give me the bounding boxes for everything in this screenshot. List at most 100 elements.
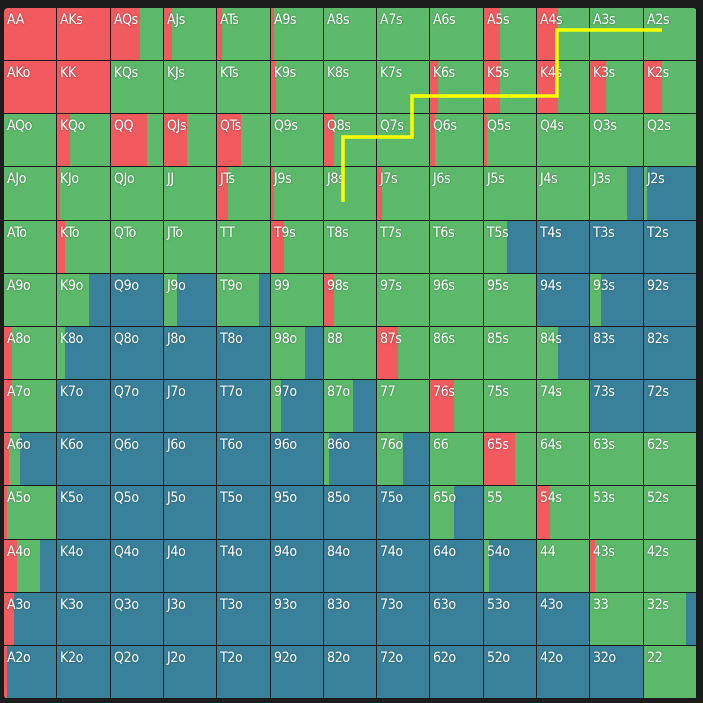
hand-cell-83o[interactable]: 83o (324, 593, 377, 646)
hand-cell-K2s[interactable]: K2s (644, 61, 697, 114)
hand-cell-JTs[interactable]: JTs (217, 167, 271, 221)
hand-cell-A3s[interactable]: A3s (590, 8, 644, 61)
hand-cell-72o[interactable]: 72o (377, 646, 430, 699)
hand-cell-Q3o[interactable]: Q3o (111, 593, 164, 646)
hand-cell-K7s[interactable]: K7s (377, 61, 430, 114)
hand-cell-K6o[interactable]: K6o (57, 433, 111, 486)
hand-cell-T5s[interactable]: T5s (484, 221, 537, 274)
hand-cell-84o[interactable]: 84o (324, 540, 377, 593)
hand-cell-K9o[interactable]: K9o (57, 274, 111, 327)
hand-cell-87o[interactable]: 87o (324, 380, 377, 433)
hand-cell-Q9s[interactable]: Q9s (271, 114, 324, 167)
hand-cell-K8s[interactable]: K8s (324, 61, 377, 114)
hand-cell-AQs[interactable]: AQs (111, 8, 164, 61)
hand-cell-AKs[interactable]: AKs (57, 8, 111, 61)
hand-cell-73o[interactable]: 73o (377, 593, 430, 646)
hand-cell-Q9o[interactable]: Q9o (111, 274, 164, 327)
hand-cell-A7s[interactable]: A7s (377, 8, 430, 61)
hand-cell-QJo[interactable]: QJo (111, 167, 164, 221)
hand-cell-93s[interactable]: 93s (590, 274, 644, 327)
hand-cell-T7o[interactable]: T7o (217, 380, 271, 433)
hand-cell-J5s[interactable]: J5s (484, 167, 537, 221)
hand-cell-53s[interactable]: 53s (590, 486, 644, 540)
hand-cell-T8s[interactable]: T8s (324, 221, 377, 274)
hand-cell-43s[interactable]: 43s (590, 540, 644, 593)
hand-cell-64o[interactable]: 64o (430, 540, 484, 593)
hand-cell-A8s[interactable]: A8s (324, 8, 377, 61)
hand-cell-QTs[interactable]: QTs (217, 114, 271, 167)
hand-cell-A2o[interactable]: A2o (4, 646, 57, 699)
hand-cell-85s[interactable]: 85s (484, 327, 537, 380)
hand-cell-A9o[interactable]: A9o (4, 274, 57, 327)
hand-cell-JTo[interactable]: JTo (164, 221, 217, 274)
hand-cell-74s[interactable]: 74s (537, 380, 590, 433)
hand-cell-J6o[interactable]: J6o (164, 433, 217, 486)
hand-cell-Q3s[interactable]: Q3s (590, 114, 644, 167)
hand-cell-43o[interactable]: 43o (537, 593, 590, 646)
hand-cell-J7o[interactable]: J7o (164, 380, 217, 433)
hand-cell-Q5o[interactable]: Q5o (111, 486, 164, 540)
hand-cell-84s[interactable]: 84s (537, 327, 590, 380)
hand-cell-K2o[interactable]: K2o (57, 646, 111, 699)
hand-cell-A9s[interactable]: A9s (271, 8, 324, 61)
hand-cell-97s[interactable]: 97s (377, 274, 430, 327)
hand-cell-AKo[interactable]: AKo (4, 61, 57, 114)
hand-cell-K6s[interactable]: K6s (430, 61, 484, 114)
hand-cell-AJo[interactable]: AJo (4, 167, 57, 221)
hand-cell-A6o[interactable]: A6o (4, 433, 57, 486)
hand-cell-K9s[interactable]: K9s (271, 61, 324, 114)
hand-cell-95s[interactable]: 95s (484, 274, 537, 327)
hand-cell-54s[interactable]: 54s (537, 486, 590, 540)
hand-cell-K3s[interactable]: K3s (590, 61, 644, 114)
hand-cell-88[interactable]: 88 (324, 327, 377, 380)
hand-cell-KQs[interactable]: KQs (111, 61, 164, 114)
hand-cell-65o[interactable]: 65o (430, 486, 484, 540)
hand-cell-44[interactable]: 44 (537, 540, 590, 593)
hand-cell-A5s[interactable]: A5s (484, 8, 537, 61)
hand-cell-97o[interactable]: 97o (271, 380, 324, 433)
hand-cell-Q4o[interactable]: Q4o (111, 540, 164, 593)
hand-cell-62s[interactable]: 62s (644, 433, 697, 486)
hand-cell-T2s[interactable]: T2s (644, 221, 697, 274)
hand-cell-92s[interactable]: 92s (644, 274, 697, 327)
hand-cell-J4o[interactable]: J4o (164, 540, 217, 593)
hand-cell-A8o[interactable]: A8o (4, 327, 57, 380)
hand-cell-Q8o[interactable]: Q8o (111, 327, 164, 380)
hand-cell-KTs[interactable]: KTs (217, 61, 271, 114)
hand-cell-ATo[interactable]: ATo (4, 221, 57, 274)
hand-cell-94o[interactable]: 94o (271, 540, 324, 593)
hand-cell-A3o[interactable]: A3o (4, 593, 57, 646)
hand-cell-95o[interactable]: 95o (271, 486, 324, 540)
hand-cell-42s[interactable]: 42s (644, 540, 697, 593)
hand-cell-65s[interactable]: 65s (484, 433, 537, 486)
hand-cell-QJs[interactable]: QJs (164, 114, 217, 167)
hand-cell-JJ[interactable]: JJ (164, 167, 217, 221)
hand-cell-TT[interactable]: TT (217, 221, 271, 274)
hand-cell-22[interactable]: 22 (644, 646, 697, 699)
hand-cell-J3o[interactable]: J3o (164, 593, 217, 646)
hand-cell-76s[interactable]: 76s (430, 380, 484, 433)
hand-cell-66[interactable]: 66 (430, 433, 484, 486)
hand-cell-AJs[interactable]: AJs (164, 8, 217, 61)
hand-cell-T3s[interactable]: T3s (590, 221, 644, 274)
hand-cell-K3o[interactable]: K3o (57, 593, 111, 646)
hand-cell-53o[interactable]: 53o (484, 593, 537, 646)
hand-cell-76o[interactable]: 76o (377, 433, 430, 486)
hand-cell-T6o[interactable]: T6o (217, 433, 271, 486)
hand-cell-92o[interactable]: 92o (271, 646, 324, 699)
hand-cell-52s[interactable]: 52s (644, 486, 697, 540)
hand-cell-K5s[interactable]: K5s (484, 61, 537, 114)
hand-cell-96o[interactable]: 96o (271, 433, 324, 486)
hand-cell-T7s[interactable]: T7s (377, 221, 430, 274)
hand-cell-87s[interactable]: 87s (377, 327, 430, 380)
hand-cell-54o[interactable]: 54o (484, 540, 537, 593)
hand-cell-A5o[interactable]: A5o (4, 486, 57, 540)
hand-cell-K8o[interactable]: K8o (57, 327, 111, 380)
hand-cell-A7o[interactable]: A7o (4, 380, 57, 433)
hand-cell-Q2o[interactable]: Q2o (111, 646, 164, 699)
hand-cell-KTo[interactable]: KTo (57, 221, 111, 274)
hand-cell-55[interactable]: 55 (484, 486, 537, 540)
hand-cell-Q4s[interactable]: Q4s (537, 114, 590, 167)
hand-cell-QQ[interactable]: QQ (111, 114, 164, 167)
hand-cell-ATs[interactable]: ATs (217, 8, 271, 61)
